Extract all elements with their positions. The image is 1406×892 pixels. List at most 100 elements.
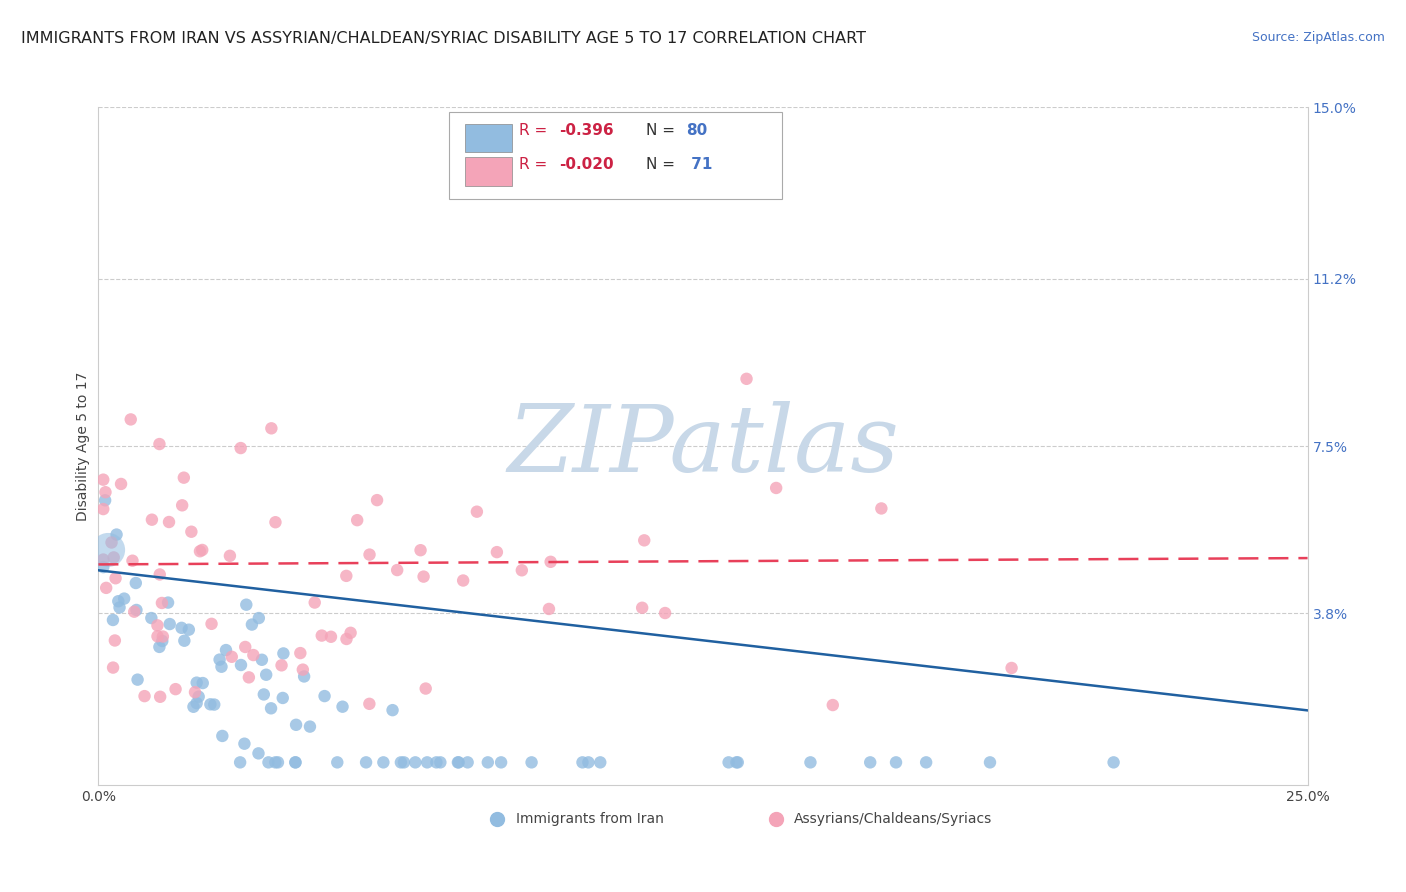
Point <box>233 737 256 751</box>
Point <box>267 756 290 770</box>
Point <box>285 718 308 732</box>
Point <box>96 581 118 595</box>
Point <box>270 658 292 673</box>
Point <box>520 756 543 770</box>
Point <box>727 756 749 770</box>
Point <box>576 756 599 770</box>
Point <box>219 549 242 563</box>
Point <box>242 648 264 662</box>
Point <box>121 554 143 568</box>
Point <box>465 505 488 519</box>
Point <box>354 756 377 770</box>
Point <box>404 756 426 770</box>
Point <box>489 756 512 770</box>
Point <box>120 412 142 426</box>
Text: IMMIGRANTS FROM IRAN VS ASSYRIAN/CHALDEAN/SYRIAC DISABILITY AGE 5 TO 17 CORRELAT: IMMIGRANTS FROM IRAN VS ASSYRIAN/CHALDEA… <box>21 31 866 46</box>
Point <box>148 640 170 654</box>
Text: -0.396: -0.396 <box>560 122 614 137</box>
Point <box>183 699 205 714</box>
Point <box>177 623 200 637</box>
Point <box>409 543 432 558</box>
Point <box>141 513 163 527</box>
Point <box>172 499 194 513</box>
Text: Source: ZipAtlas.com: Source: ZipAtlas.com <box>1251 31 1385 45</box>
Point <box>332 699 354 714</box>
Point <box>173 470 195 484</box>
Point <box>103 550 125 565</box>
Point <box>127 673 149 687</box>
Point <box>125 576 148 591</box>
Point <box>284 756 307 770</box>
Point <box>373 756 395 770</box>
FancyBboxPatch shape <box>465 157 512 186</box>
Point <box>152 630 174 644</box>
Point <box>311 629 333 643</box>
Text: Immigrants from Iran: Immigrants from Iran <box>516 812 664 826</box>
Text: ZIPatlas: ZIPatlas <box>508 401 898 491</box>
Point <box>271 690 294 705</box>
Point <box>1102 756 1125 770</box>
Point <box>429 756 451 770</box>
Point <box>859 756 882 770</box>
Point <box>725 756 748 770</box>
Point <box>233 640 256 654</box>
Point <box>101 613 124 627</box>
Point <box>319 630 342 644</box>
Point <box>260 701 283 715</box>
Point <box>112 591 135 606</box>
Point <box>264 756 287 770</box>
Point <box>221 649 243 664</box>
Point <box>191 543 214 558</box>
Point <box>200 616 222 631</box>
Point <box>389 756 412 770</box>
Text: 80: 80 <box>686 122 707 137</box>
Point <box>229 441 252 455</box>
Point <box>425 756 447 770</box>
Point <box>447 756 470 770</box>
Point <box>105 527 128 541</box>
Point <box>298 720 321 734</box>
Point <box>335 632 357 646</box>
Point <box>537 602 560 616</box>
Point <box>188 544 211 558</box>
Point <box>149 567 172 582</box>
Point <box>159 617 181 632</box>
Point <box>416 756 439 770</box>
Point <box>101 660 124 674</box>
Point <box>870 501 893 516</box>
Point <box>108 600 131 615</box>
Point <box>235 598 257 612</box>
Point <box>122 605 145 619</box>
Point <box>215 643 238 657</box>
Text: -0.020: -0.020 <box>560 156 614 171</box>
Point <box>229 756 252 770</box>
Text: Assyrians/Chaldeans/Syriacs: Assyrians/Chaldeans/Syriacs <box>793 812 993 826</box>
Point <box>91 473 114 487</box>
Point <box>104 633 127 648</box>
Point <box>186 696 208 710</box>
Point <box>94 493 117 508</box>
Point <box>540 555 562 569</box>
Point <box>633 533 655 548</box>
Point <box>485 545 508 559</box>
Point <box>735 372 758 386</box>
Text: N =: N = <box>647 122 681 137</box>
Point <box>589 756 612 770</box>
Point <box>107 594 129 608</box>
Point <box>884 756 907 770</box>
Point <box>292 669 315 683</box>
Point <box>457 756 479 770</box>
Point <box>170 621 193 635</box>
Point <box>314 689 336 703</box>
Point <box>346 513 368 527</box>
Point <box>339 625 361 640</box>
Point <box>765 481 787 495</box>
Point <box>821 698 844 712</box>
Point <box>571 756 593 770</box>
Point <box>291 663 314 677</box>
Point <box>799 756 821 770</box>
Point <box>1000 661 1022 675</box>
Point <box>290 646 312 660</box>
Point <box>257 756 280 770</box>
Point <box>97 543 120 558</box>
